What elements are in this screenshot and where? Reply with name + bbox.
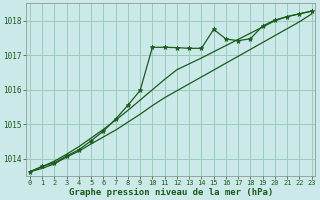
- X-axis label: Graphe pression niveau de la mer (hPa): Graphe pression niveau de la mer (hPa): [69, 188, 273, 197]
